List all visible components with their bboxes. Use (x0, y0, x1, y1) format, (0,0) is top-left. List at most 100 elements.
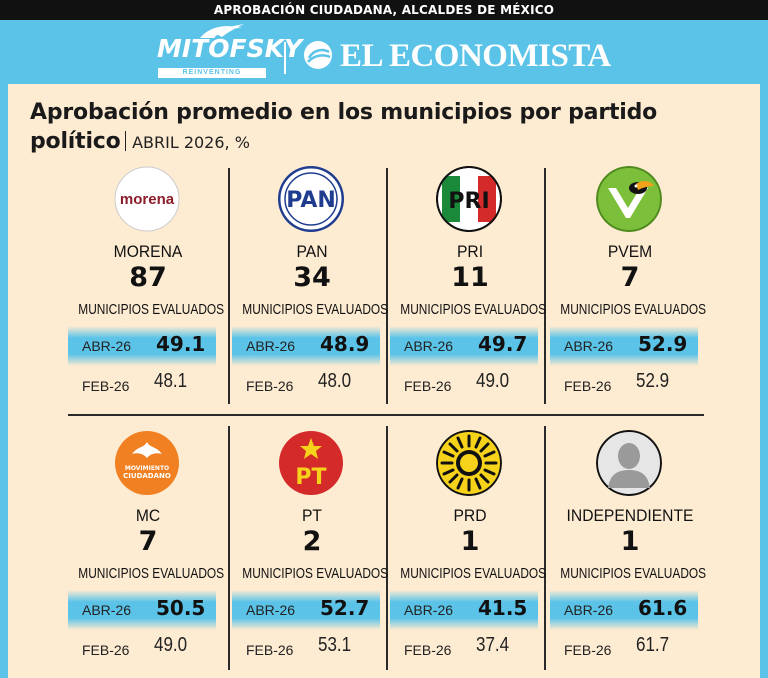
pri-logo: PRI (436, 166, 502, 232)
pvem-logo (596, 166, 662, 232)
municipios-label: MUNICIPIOS EVALUADOS (400, 566, 547, 582)
pan-logo-text: PAN (286, 188, 336, 213)
brand-bar: MITOFSKY REINVENTING RESEARCH EL ECONOMI… (0, 22, 768, 86)
mitofsky-bird-icon (200, 24, 244, 38)
highlight-band (390, 326, 538, 366)
morena-logo-text: morena (120, 191, 175, 208)
highlight-band (550, 590, 698, 630)
current-approval-row: ABR-26 52.7 (232, 590, 392, 630)
el-economista-globe-icon (304, 41, 332, 69)
previous-period-label: FEB-26 (564, 378, 612, 394)
column-divider (544, 168, 546, 404)
highlight-band (68, 326, 216, 366)
column-divider (386, 426, 388, 670)
current-approval-value: 48.9 (320, 332, 370, 356)
municipios-count: 7 (620, 262, 640, 293)
previous-approval-value: 48.0 (318, 370, 352, 392)
municipios-count: 7 (138, 526, 158, 557)
party-name: PRI (456, 242, 484, 261)
current-period-label: ABR-26 (246, 338, 296, 354)
brand-divider (284, 42, 286, 74)
column-divider (544, 426, 546, 670)
municipios-count: 34 (293, 262, 331, 293)
pri-logo-text: PRI (448, 189, 489, 214)
previous-period-label: FEB-26 (82, 642, 130, 658)
mc-logo-text-1: MOVIMIENTO (125, 465, 169, 472)
previous-approval-value: 49.0 (476, 370, 510, 392)
municipios-label: MUNICIPIOS EVALUADOS (78, 566, 225, 582)
previous-period-label: FEB-26 (82, 378, 130, 394)
mc-logo: MOVIMIENTO CIUDADANO (115, 431, 179, 495)
current-period-label: ABR-26 (564, 602, 614, 618)
highlight-band (68, 590, 216, 630)
municipios-label: MUNICIPIOS EVALUADOS (560, 566, 707, 582)
current-approval-value: 50.5 (156, 596, 206, 620)
current-approval-value: 49.7 (478, 332, 528, 356)
current-period-label: ABR-26 (404, 602, 454, 618)
previous-approval-value: 53.1 (318, 634, 352, 656)
municipios-count: 87 (129, 262, 167, 293)
current-period-label: ABR-26 (404, 338, 454, 354)
current-approval-row: ABR-26 41.5 (390, 590, 550, 630)
pt-logo-text: PT (295, 465, 326, 490)
party-name: PAN (296, 242, 328, 261)
current-period-label: ABR-26 (82, 602, 132, 618)
pt-logo: PT (279, 431, 343, 495)
chart-subtitle: ABRIL 2026, % (132, 133, 250, 152)
current-approval-row: ABR-26 50.5 (68, 590, 228, 630)
previous-period-label: FEB-26 (404, 642, 452, 658)
municipios-label: MUNICIPIOS EVALUADOS (242, 566, 389, 582)
highlight-band (390, 590, 538, 630)
chart-title-text: Aprobación promedio en los municipios po… (30, 100, 658, 154)
previous-period-label: FEB-26 (404, 378, 452, 394)
current-approval-value: 52.9 (638, 332, 688, 356)
municipios-count: 1 (460, 526, 480, 557)
pan-logo: PAN (278, 166, 344, 232)
column-divider (386, 168, 388, 404)
party-name: INDEPENDIENTE (566, 506, 694, 525)
chart-title: Aprobación promedio en los municipios po… (30, 98, 730, 157)
party-name: MORENA (113, 242, 183, 261)
current-approval-row: ABR-26 49.1 (68, 326, 228, 366)
current-approval-value: 52.7 (320, 596, 370, 620)
mitofsky-tagline: REINVENTING RESEARCH (158, 68, 266, 86)
previous-period-label: FEB-26 (246, 378, 294, 394)
current-period-label: ABR-26 (246, 602, 296, 618)
previous-period-label: FEB-26 (246, 642, 294, 658)
current-approval-row: ABR-26 52.9 (550, 326, 710, 366)
previous-approval-value: 49.0 (154, 634, 188, 656)
municipios-label: MUNICIPIOS EVALUADOS (242, 302, 389, 318)
previous-period-label: FEB-26 (564, 642, 612, 658)
municipios-count: 2 (302, 526, 322, 557)
current-approval-row: ABR-26 61.6 (550, 590, 710, 630)
silhouette-icon (596, 430, 662, 496)
current-approval-value: 49.1 (156, 332, 206, 356)
current-approval-row: ABR-26 49.7 (390, 326, 550, 366)
highlight-band (232, 590, 380, 630)
previous-approval-value: 52.9 (636, 370, 670, 392)
municipios-count: 1 (620, 526, 640, 557)
highlight-band (550, 326, 698, 366)
highlight-band (232, 326, 380, 366)
prd-logo (436, 430, 502, 496)
current-approval-value: 41.5 (478, 596, 528, 620)
previous-approval-value: 61.7 (636, 634, 670, 656)
current-approval-value: 61.6 (638, 596, 688, 620)
current-approval-row: ABR-26 48.9 (232, 326, 392, 366)
party-name: PRD (453, 506, 487, 525)
mc-logo-text-2: CIUDADANO (123, 472, 171, 480)
party-name: PVEM (607, 242, 653, 261)
municipios-label: MUNICIPIOS EVALUADOS (78, 302, 225, 318)
mitofsky-logo: MITOFSKY (157, 34, 303, 63)
municipios-count: 11 (451, 262, 489, 293)
el-economista-logo: EL ECONOMISTA (340, 38, 611, 74)
municipios-label: MUNICIPIOS EVALUADOS (400, 302, 547, 318)
top-banner: APROBACIÓN CIUDADANA, ALCALDES DE MÉXICO (0, 0, 768, 20)
title-divider (124, 131, 127, 151)
morena-logo: morena (114, 166, 180, 232)
previous-approval-value: 48.1 (154, 370, 188, 392)
party-name: PT (301, 506, 322, 525)
row-divider (68, 414, 704, 416)
party-name: MC (135, 506, 161, 525)
column-divider (228, 426, 230, 670)
